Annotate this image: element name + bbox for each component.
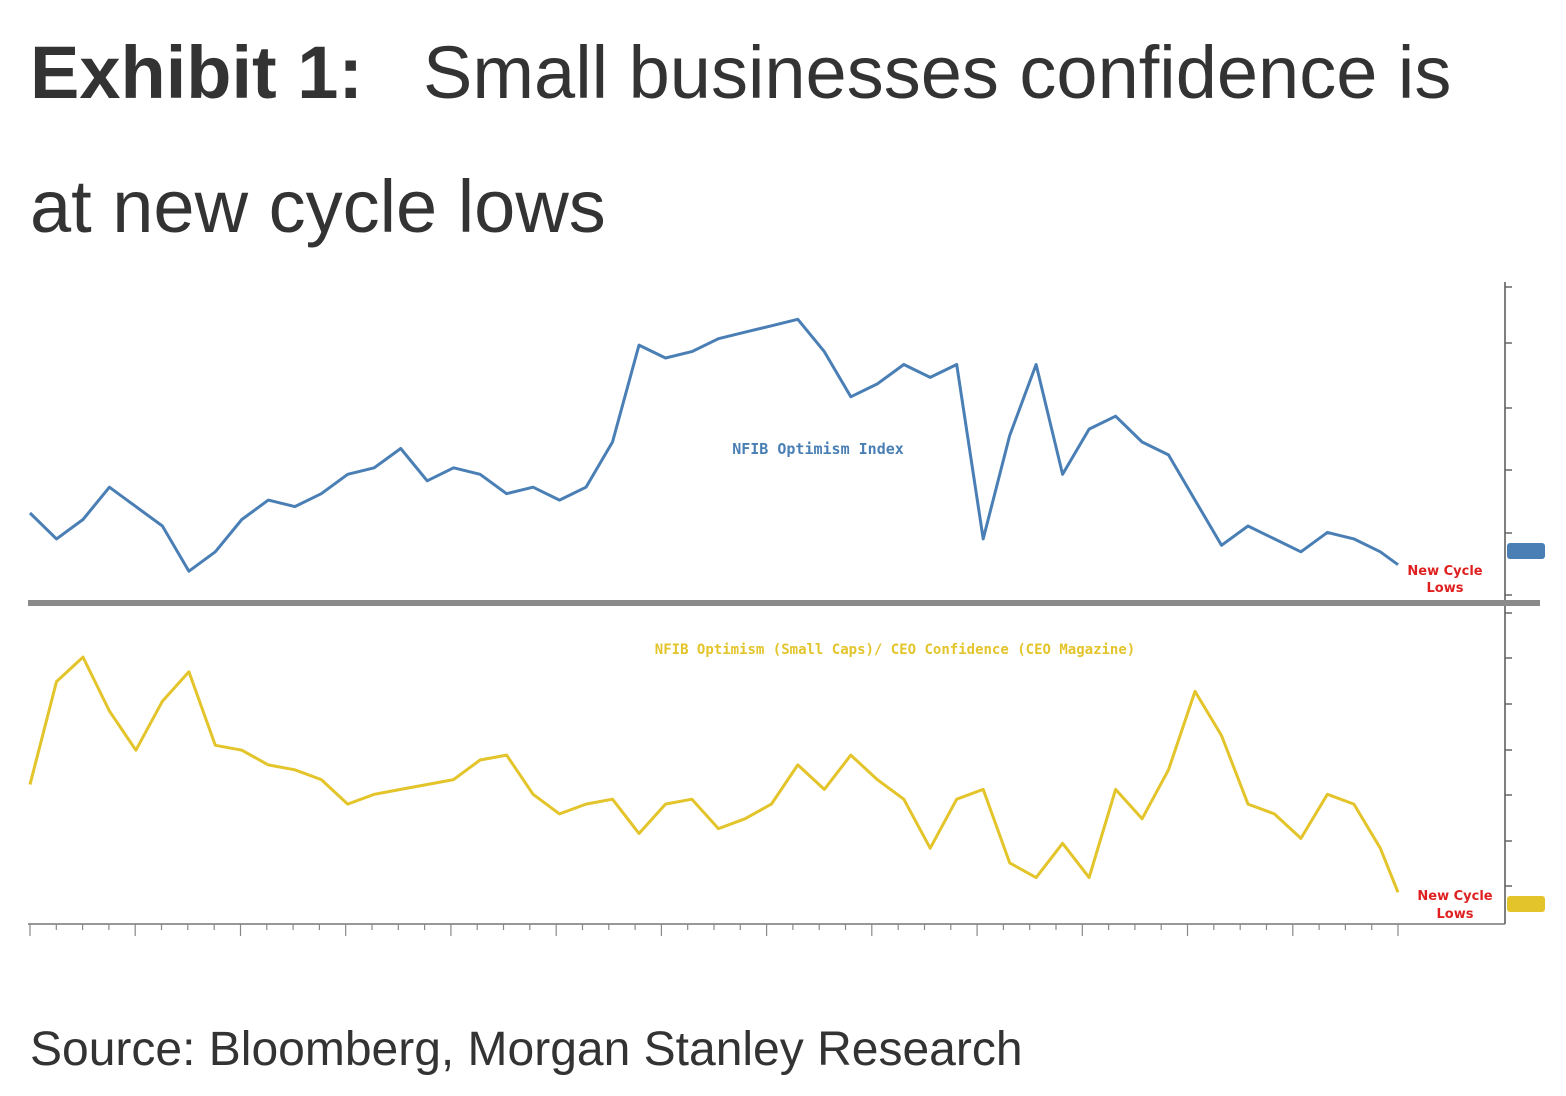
bottom-new-cycle-lows-label: New Cycle bbox=[1417, 889, 1492, 904]
exhibit-title: Exhibit 1: Small businesses confidence is… bbox=[30, 6, 1530, 274]
top-axis-ticks bbox=[1505, 286, 1512, 596]
bottom-axis-ticks bbox=[1505, 612, 1512, 887]
chart: NFIB Optimism Index NFIB Optimism (Small… bbox=[28, 282, 1545, 936]
nfib-last-value-tag bbox=[1507, 543, 1545, 559]
top-new-cycle-lows-label-2: Lows bbox=[1427, 581, 1464, 596]
source-note: Source: Bloomberg, Morgan Stanley Resear… bbox=[30, 1023, 1023, 1076]
small-caps-ceo-ratio-line bbox=[28, 655, 1400, 893]
exhibit-title-text: Small businesses confidence is at new cy… bbox=[30, 31, 1452, 248]
bottom-new-cycle-lows-label-2: Lows bbox=[1437, 907, 1474, 922]
nfib-optimism-line bbox=[28, 317, 1399, 573]
x-axis-ticks bbox=[29, 924, 1399, 936]
top-new-cycle-lows-label: New Cycle bbox=[1407, 564, 1482, 579]
exhibit-label: Exhibit 1: bbox=[30, 31, 364, 114]
nfib-series-label: NFIB Optimism Index bbox=[732, 440, 904, 458]
ratio-last-value-tag bbox=[1507, 896, 1545, 912]
ratio-series-label: NFIB Optimism (Small Caps)/ CEO Confiden… bbox=[655, 642, 1135, 658]
